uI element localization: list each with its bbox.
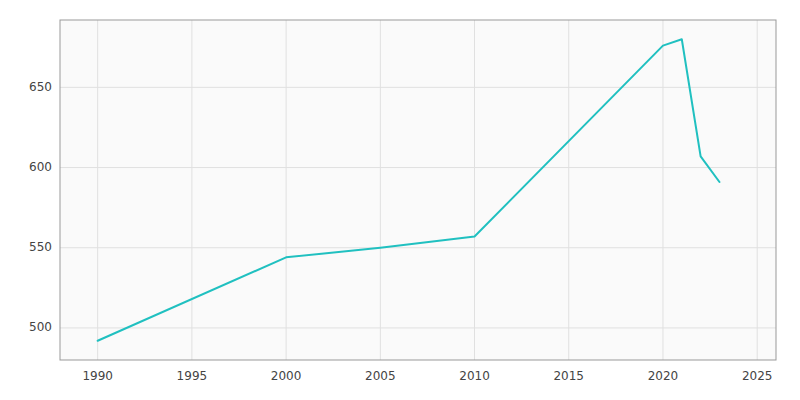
x-grid-line	[757, 20, 758, 360]
chart-svg: 500 550 600 650 1990 1995 2000 2005 2010 2015 2020…	[0, 0, 800, 400]
x-grid-line	[191, 20, 192, 360]
x-grid-line	[568, 20, 569, 360]
grid	[60, 20, 776, 360]
x-tick-label: 2010	[459, 369, 490, 383]
y-tick-label: 500	[29, 320, 52, 334]
plot-background	[60, 20, 776, 360]
chart-container: 500 550 600 650 1990 1995 2000 2005 2010 2015 2020…	[0, 0, 800, 400]
x-tick-label: 2020	[648, 369, 679, 383]
plot-frame	[60, 20, 776, 360]
x-tick-label: 2015	[553, 369, 584, 383]
x-grid-line	[474, 20, 475, 360]
y-grid-line	[60, 87, 776, 88]
x-grid-line	[380, 20, 381, 360]
y-tick-label: 550	[29, 240, 52, 254]
y-grid-line	[60, 247, 776, 248]
y-grid-line	[60, 327, 776, 328]
x-tick-label: 1995	[177, 369, 208, 383]
data-line	[98, 39, 720, 341]
y-tick-label: 600	[29, 160, 52, 174]
x-tick-label: 2025	[742, 369, 773, 383]
y-grid-line	[60, 167, 776, 168]
x-tick-label: 2000	[271, 369, 302, 383]
x-grid-line	[662, 20, 663, 360]
x-tick-label: 1990	[82, 369, 113, 383]
series	[98, 39, 720, 341]
x-grid-line	[286, 20, 287, 360]
x-grid-line	[97, 20, 98, 360]
y-tick-label: 650	[29, 80, 52, 94]
axes: 500 550 600 650 1990 1995 2000 2005 2010 2015 2020…	[29, 80, 772, 383]
x-tick-label: 2005	[365, 369, 396, 383]
